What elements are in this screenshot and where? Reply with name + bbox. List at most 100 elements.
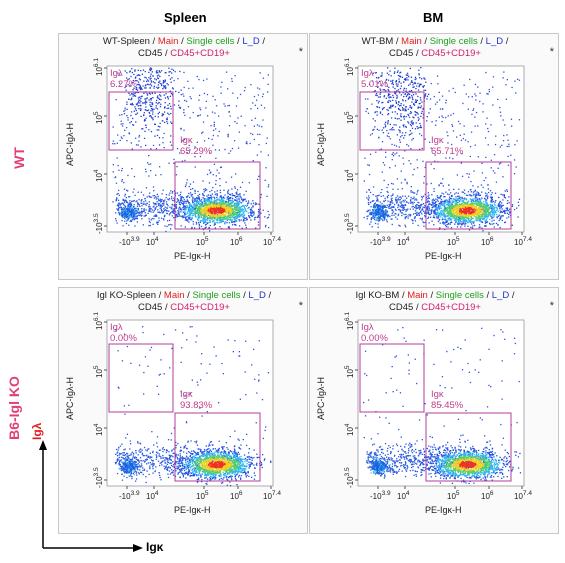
gate-kappa-percent: 85.45% xyxy=(431,400,464,411)
x-tick-label: 104 xyxy=(146,490,159,501)
panel-star: * xyxy=(549,300,554,312)
title-segment: CD45+CD19+ xyxy=(170,48,230,59)
x-tick-label: 107.4 xyxy=(263,236,281,247)
legend-y-label: Igλ xyxy=(30,422,44,440)
x-tick-label: 105 xyxy=(196,490,209,501)
scatter-plot: -103.9 104 105 106 107.4 PE-Igκ-H 106.1 105 104 -… xyxy=(316,58,532,261)
gate-kappa-percent: 93.83% xyxy=(180,400,213,411)
title-segment: Igl KO-BM / xyxy=(355,290,408,301)
y-tick-label: 106.1 xyxy=(93,58,104,76)
gate-lambda-name: Igλ xyxy=(110,322,123,333)
flow-panel-wt-bm: WT-BM / Main / Single cells / L_D / CD45… xyxy=(309,33,559,280)
flow-panel-ko-spleen: Igl KO-Spleen / Main / Single cells / L_… xyxy=(58,287,308,534)
title-segment: L_D xyxy=(242,36,260,47)
x-tick-label: 105 xyxy=(196,236,209,247)
gate-lambda[interactable] xyxy=(359,343,425,413)
gate-lambda[interactable] xyxy=(359,91,425,151)
y-tick-label: 104 xyxy=(93,169,104,182)
x-tick-label: 104 xyxy=(397,490,410,501)
title-segment: CD45 xyxy=(389,48,414,59)
x-tick-label: 106 xyxy=(230,236,243,247)
cell-events xyxy=(363,327,522,485)
x-tick-label: 106 xyxy=(481,490,494,501)
x-tick-label: 105 xyxy=(447,236,460,247)
scatter-plot: -103.9 104 105 106 107.4 PE-Igκ-H 106.1 105 104 -… xyxy=(316,312,532,515)
x-tick-label: 107.4 xyxy=(514,236,532,247)
gate-kappa-name: Igκ xyxy=(180,135,193,146)
x-tick-label: -103.9 xyxy=(119,490,140,501)
title-segment: Single cells xyxy=(186,36,235,47)
gate-kappa-name: Igκ xyxy=(431,389,444,400)
x-tick-label: -103.9 xyxy=(370,236,391,247)
gate-kappa-name: Igκ xyxy=(180,389,193,400)
x-tick-label: 106 xyxy=(481,236,494,247)
title-segment: CD45 xyxy=(138,48,163,59)
gate-lambda-percent: 0.00% xyxy=(110,333,137,344)
scatter-plot: -103.9 104 105 106 107.4 PE-Igκ-H 106.1 105 104 -… xyxy=(65,312,281,515)
gate-kappa-percent: 65.71% xyxy=(431,146,464,157)
plot-area xyxy=(357,319,525,487)
x-axis-title: PE-Igκ-H xyxy=(425,505,462,515)
gate-lambda-percent: 0.00% xyxy=(361,333,388,344)
title-segment: L_D xyxy=(485,36,504,47)
flow-panel-ko-bm: Igl KO-BM / Main / Single cells / L_D / … xyxy=(309,287,559,534)
gate-lambda-percent: 6.27% xyxy=(110,79,137,90)
x-axis-title: PE-Igκ-H xyxy=(174,251,211,261)
gate-kappa-name: Igκ xyxy=(431,135,444,146)
cell-events xyxy=(363,67,521,232)
title-segment: CD45+CD19+ xyxy=(170,302,230,313)
title-segment: Main xyxy=(407,290,428,301)
legend-x-label: Igκ xyxy=(146,540,164,554)
title-segment: Single cells xyxy=(192,290,241,301)
y-tick-label: 106.1 xyxy=(344,312,355,330)
y-axis-title: APC-Igλ-H xyxy=(316,377,326,420)
title-segment: Single cells xyxy=(429,36,478,47)
y-tick-label: 104 xyxy=(93,423,104,436)
gate-lambda[interactable] xyxy=(108,91,174,151)
x-axis-title: PE-Igκ-H xyxy=(174,505,211,515)
x-tick-label: 106 xyxy=(230,490,243,501)
column-header-bm: BM xyxy=(423,10,444,25)
x-tick-label: -103.9 xyxy=(370,490,391,501)
gate-lambda-percent: 5.01% xyxy=(361,79,388,90)
panel-title: WT-Spleen / Main / Single cells / L_D / … xyxy=(102,36,266,59)
y-tick-label: -103.5 xyxy=(344,467,355,488)
y-axis-title: APC-Igλ-H xyxy=(65,377,75,420)
y-tick-label: -103.5 xyxy=(93,467,104,488)
title-segment: Main xyxy=(163,290,185,301)
legend-x-arrowhead xyxy=(133,544,143,552)
column-header-spleen: Spleen xyxy=(164,10,207,25)
x-tick-label: 105 xyxy=(447,490,460,501)
gate-lambda-name: Igλ xyxy=(110,68,123,79)
x-tick-label: 107.4 xyxy=(514,490,532,501)
x-tick-label: 107.4 xyxy=(263,490,281,501)
gate-kappa[interactable] xyxy=(425,412,512,482)
y-tick-label: -103.5 xyxy=(344,213,355,234)
y-tick-label: 104 xyxy=(344,423,355,436)
panel-star: * xyxy=(549,46,554,58)
gate-kappa[interactable] xyxy=(425,161,512,230)
gate-kappa-percent: 65.29% xyxy=(180,146,213,157)
gate-lambda[interactable] xyxy=(108,343,174,413)
y-tick-label: 105 xyxy=(344,111,355,124)
y-tick-label: 105 xyxy=(93,365,104,378)
x-tick-label: 104 xyxy=(146,236,159,247)
x-axis-title: PE-Igκ-H xyxy=(425,251,462,261)
panel-title: WT-BM / Main / Single cells / L_D / CD45… xyxy=(361,36,509,59)
panel-title: Igl KO-BM / Main / Single cells / L_D / … xyxy=(355,290,515,313)
gate-kappa[interactable] xyxy=(174,412,261,482)
gate-kappa[interactable] xyxy=(174,161,261,230)
gate-lambda-name: Igλ xyxy=(361,322,374,333)
cell-events xyxy=(114,326,272,487)
title-segment: CD45 xyxy=(138,302,163,313)
title-segment: WT-BM / xyxy=(361,36,402,47)
y-tick-label: -103.5 xyxy=(93,213,104,234)
title-segment: Single cells xyxy=(435,290,484,301)
title-segment: CD45 xyxy=(389,302,414,313)
x-tick-label: -103.9 xyxy=(119,236,140,247)
title-segment: L_D xyxy=(491,290,510,301)
y-tick-label: 106.1 xyxy=(344,58,355,76)
panel-star: * xyxy=(298,300,303,312)
y-tick-label: 105 xyxy=(93,111,104,124)
title-segment: CD45+CD19+ xyxy=(421,302,481,313)
